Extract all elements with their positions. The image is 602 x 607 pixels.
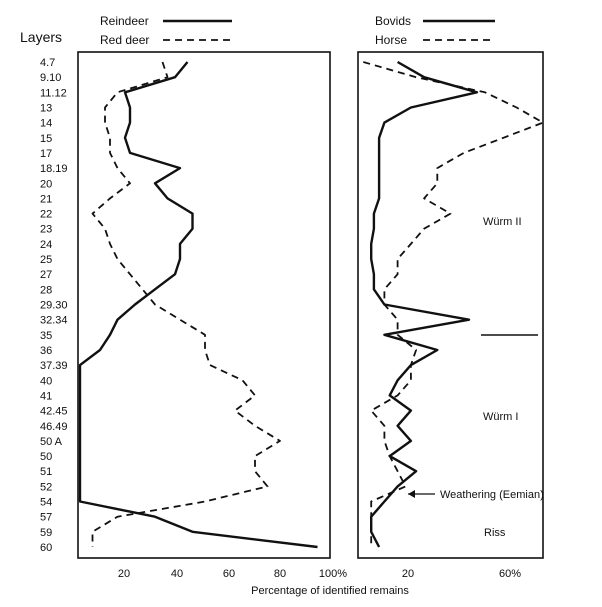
weathering-arrow — [408, 490, 435, 498]
layer-label: 20 — [40, 178, 52, 190]
left-x-tick-100: 100% — [319, 568, 347, 580]
layer-label: 32.34 — [40, 315, 68, 327]
layer-label: 11.12 — [40, 87, 67, 99]
x-axis-title: Percentage of identified remains — [251, 585, 409, 597]
layer-label: 40 — [40, 375, 52, 387]
layer-label: 14 — [40, 118, 52, 130]
left-legend: Reindeer Red deer — [100, 14, 232, 47]
left-series-red-deer-line — [91, 61, 281, 547]
layer-label: 21 — [40, 193, 52, 205]
left-panel-frame — [77, 51, 331, 559]
left-x-tick-20: 20 — [118, 568, 130, 580]
layer-label: 51 — [40, 466, 52, 478]
layer-label: 24 — [40, 239, 52, 251]
layer-label: 41 — [40, 390, 52, 402]
layer-label: 9.10 — [40, 72, 61, 84]
layer-label: 18.19 — [40, 163, 68, 175]
left-x-tick-80: 80 — [274, 568, 286, 580]
right-legend: Bovids Horse — [375, 14, 495, 47]
annotation-weathering: Weathering (Eemian) — [440, 489, 544, 501]
layer-label: 50 — [40, 451, 52, 463]
legend-label-horse: Horse — [375, 33, 407, 47]
layer-label: 17 — [40, 148, 52, 160]
annotation-riss: Riss — [484, 527, 506, 539]
layer-labels: 4.7 9.10 11.12 13 14 15 17 18.19 20 21 22 23 24 25 27 2… — [40, 57, 68, 554]
layer-label: 46.49 — [40, 421, 68, 433]
right-x-tick-60: 60% — [499, 568, 521, 580]
right-series-bovids-line — [370, 60, 479, 548]
right-panel-frame — [357, 51, 544, 559]
layer-label: 25 — [40, 254, 52, 266]
layer-label: 42.45 — [40, 406, 68, 418]
layer-label: 13 — [40, 103, 52, 115]
left-x-tick-60: 60 — [223, 568, 235, 580]
layer-label: 37.39 — [40, 360, 68, 372]
layer-label: 60 — [40, 542, 52, 554]
right-x-tick-20: 20 — [402, 568, 414, 580]
layer-label: 57 — [40, 512, 52, 524]
layer-label: 50 A — [40, 436, 63, 448]
legend-label-bovids: Bovids — [375, 14, 411, 28]
layer-label: 54 — [40, 497, 52, 509]
right-series-horse-line — [363, 61, 544, 547]
annotation-wurm-i: Würm I — [483, 411, 518, 423]
annotation-wurm-ii: Würm II — [483, 216, 522, 228]
layer-label: 35 — [40, 330, 52, 342]
layer-label: 23 — [40, 224, 52, 236]
layer-label: 29.30 — [40, 300, 68, 312]
layer-label: 4.7 — [40, 57, 55, 69]
layer-label: 28 — [40, 284, 52, 296]
layer-label: 52 — [40, 481, 52, 493]
legend-label-red-deer: Red deer — [100, 33, 149, 47]
layer-label: 15 — [40, 133, 52, 145]
legend-label-reindeer: Reindeer — [100, 14, 149, 28]
left-x-tick-40: 40 — [171, 568, 183, 580]
layer-label: 22 — [40, 209, 52, 221]
layer-label: 27 — [40, 269, 52, 281]
layer-label: 59 — [40, 527, 52, 539]
left-series-reindeer-line — [78, 61, 318, 549]
right-series — [363, 60, 544, 548]
layer-label: 36 — [40, 345, 52, 357]
left-series — [78, 61, 318, 549]
layers-axis-title: Layers — [20, 29, 62, 45]
